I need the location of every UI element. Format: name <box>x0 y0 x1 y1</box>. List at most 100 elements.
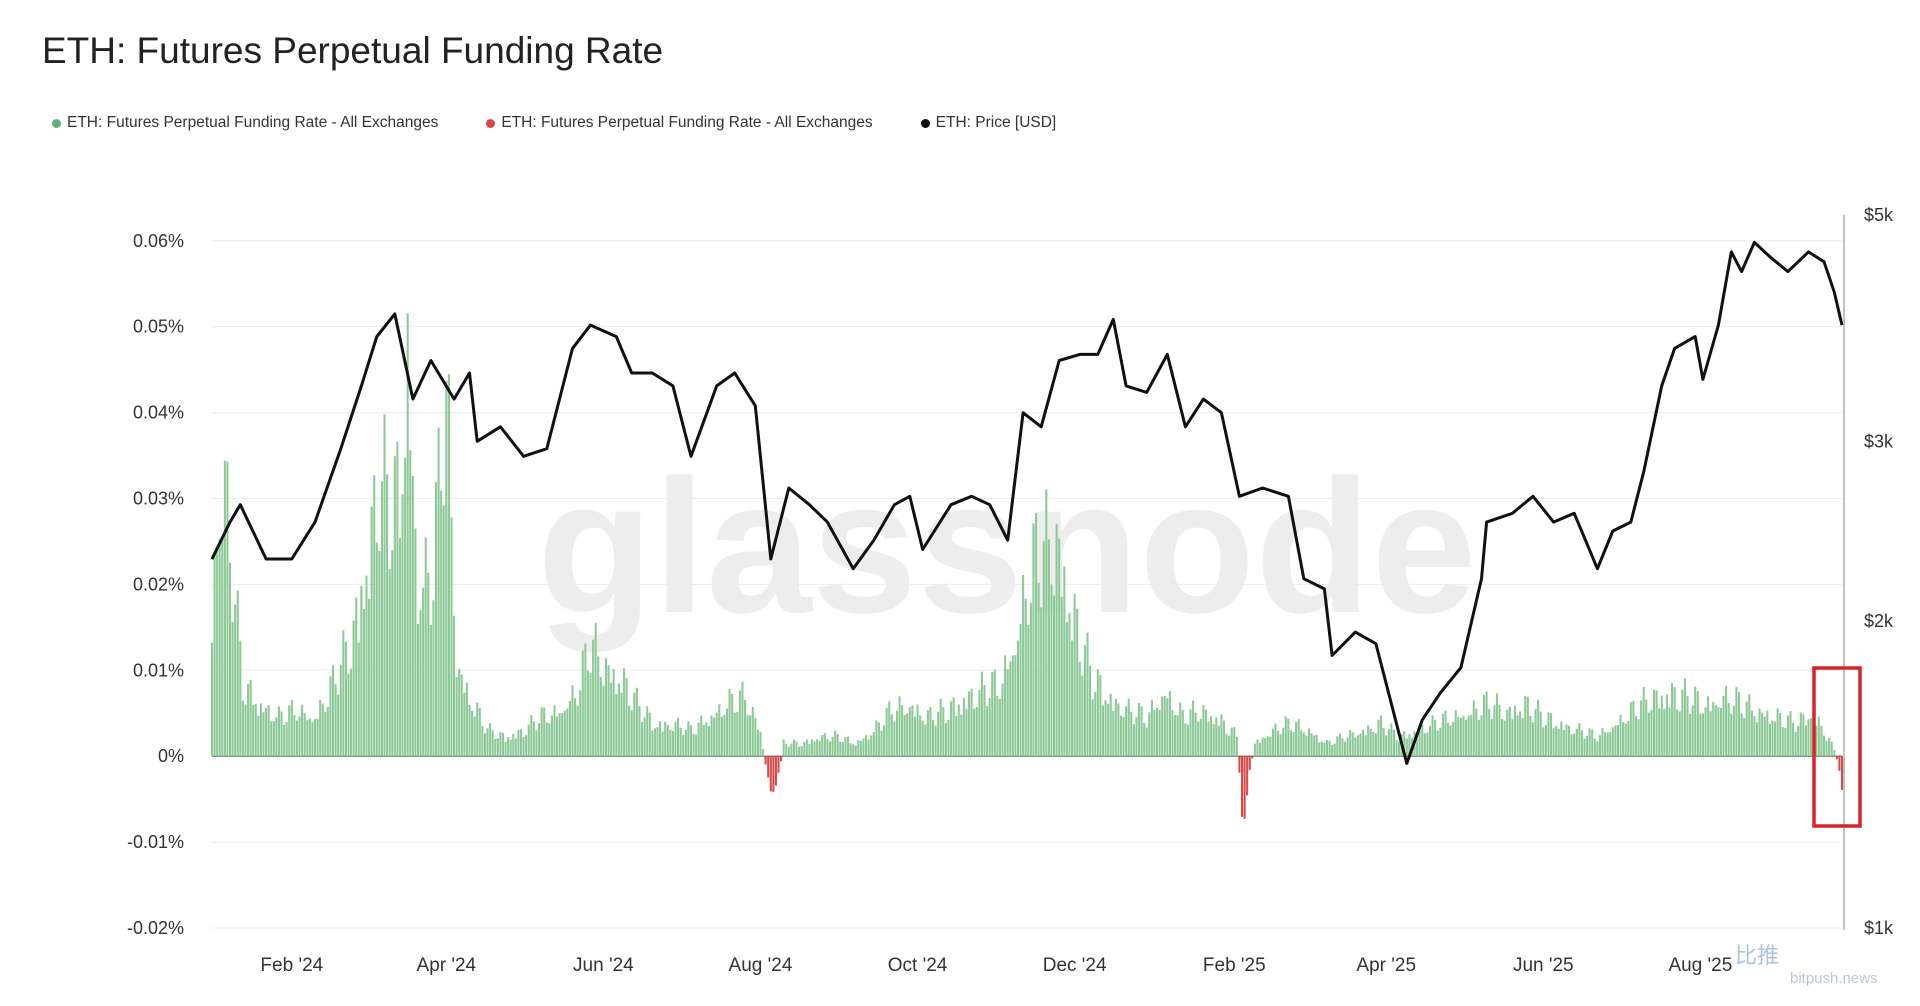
funding-bar-positive <box>283 724 286 757</box>
funding-bar-positive <box>543 707 546 757</box>
funding-bar-positive <box>1712 701 1715 757</box>
funding-bar-positive <box>1228 735 1231 757</box>
funding-bar-positive <box>1547 712 1550 757</box>
funding-bar-positive <box>1408 734 1411 757</box>
grid <box>212 240 1842 929</box>
funding-bar-positive <box>1372 732 1375 757</box>
funding-bar-positive <box>538 723 541 757</box>
x-tick-label: Jun '24 <box>573 955 634 976</box>
funding-bar-positive <box>911 705 914 757</box>
funding-bar-positive <box>725 708 729 757</box>
funding-bar-positive <box>1519 711 1522 757</box>
funding-bar-positive <box>1673 687 1676 757</box>
funding-bar-positive <box>1779 712 1782 757</box>
funding-bar-positive <box>1781 727 1784 757</box>
funding-bar-positive <box>877 722 880 757</box>
funding-bar-positive <box>988 698 991 757</box>
funding-bar-positive <box>1189 709 1192 757</box>
funding-bar-positive <box>527 724 530 757</box>
funding-bar-positive <box>983 684 986 757</box>
bitpush-watermark-site: bitpush.news <box>1790 970 1878 987</box>
funding-bar-positive <box>996 695 999 757</box>
funding-bar-positive <box>344 641 347 757</box>
funding-bar-positive <box>458 668 461 757</box>
legend-label-funding-positive: ETH: Futures Perpetual Funding Rate - Al… <box>67 114 439 131</box>
funding-bar-positive <box>1694 686 1697 757</box>
funding-bar-positive <box>1289 730 1292 757</box>
funding-bar-positive <box>306 720 309 757</box>
legend-item-price[interactable]: ETH: Price [USD] <box>920 114 1056 132</box>
funding-bar-positive <box>447 374 450 757</box>
funding-bar-positive <box>1555 725 1558 757</box>
funding-bar-positive <box>1802 714 1805 757</box>
funding-bar-positive <box>1199 718 1202 757</box>
funding-bar-positive <box>1297 719 1300 757</box>
x-tick-label: Dec '24 <box>1043 955 1107 976</box>
funding-bar-positive <box>939 698 942 757</box>
funding-bar-positive <box>331 665 335 757</box>
funding-bar-positive <box>648 712 651 757</box>
funding-bar-positive <box>586 670 589 757</box>
funding-bar-positive <box>398 538 402 757</box>
funding-bar-positive <box>1269 736 1272 757</box>
funding-bar-positive <box>1735 687 1738 757</box>
funding-bar-positive <box>440 490 443 757</box>
legend-item-funding-positive[interactable]: ETH: Futures Perpetual Funding Rate - Al… <box>52 114 438 132</box>
y-tick-label: 0.01% <box>133 660 184 680</box>
y2-tick-label: $5k <box>1864 205 1894 225</box>
funding-bar-positive <box>604 658 608 757</box>
funding-bar-positive <box>731 694 734 757</box>
funding-bar-positive <box>798 746 801 757</box>
funding-bar-negative <box>1835 756 1838 760</box>
funding-bar-positive <box>622 668 626 757</box>
funding-bar-positive <box>1588 728 1591 757</box>
funding-bar-positive <box>223 460 226 757</box>
funding-bar-positive <box>1483 694 1486 757</box>
funding-bar-positive <box>890 714 893 757</box>
funding-bar-positive <box>599 676 602 757</box>
funding-bar-positive <box>301 704 304 757</box>
funding-bar-positive <box>1336 736 1339 757</box>
x-tick-label: Feb '25 <box>1203 955 1266 976</box>
funding-bar-positive <box>1027 625 1030 757</box>
funding-bar-positive <box>473 716 476 757</box>
funding-bar-positive <box>751 706 754 757</box>
funding-bar-positive <box>1351 732 1354 757</box>
funding-bar-positive <box>1034 513 1038 757</box>
funding-bar-positive <box>666 724 669 757</box>
funding-bar-positive <box>1508 706 1511 757</box>
glassnode-watermark: glassnode <box>537 441 1477 653</box>
funding-bar-positive <box>1274 723 1277 757</box>
funding-bar-positive <box>1140 706 1143 757</box>
funding-bar-positive <box>1006 669 1009 757</box>
funding-bar-positive <box>1627 720 1630 757</box>
funding-bar-positive <box>1583 738 1586 757</box>
funding-bar-positive <box>288 705 291 757</box>
funding-bar-positive <box>1184 723 1187 757</box>
funding-bar-positive <box>1310 733 1313 757</box>
legend-item-funding-negative[interactable]: ETH: Futures Perpetual Funding Rate - Al… <box>486 114 873 132</box>
funding-bar-positive <box>906 713 909 757</box>
funding-bar-positive <box>826 739 829 757</box>
funding-bar-positive <box>610 682 613 757</box>
funding-bar-positive <box>1629 702 1632 757</box>
funding-bar-positive <box>1426 732 1429 757</box>
funding-bar-positive <box>931 719 935 757</box>
funding-bar-positive <box>661 731 664 757</box>
funding-bar-positive <box>1671 683 1674 757</box>
funding-bar-positive <box>980 671 983 757</box>
funding-bar-positive <box>1078 661 1081 757</box>
funding-bar-positive <box>501 732 505 757</box>
funding-bar-positive <box>391 550 394 757</box>
funding-bar-negative <box>1246 756 1249 796</box>
funding-bar-positive <box>259 703 262 757</box>
funding-bar-positive <box>1403 731 1406 757</box>
funding-bar-positive <box>641 722 644 757</box>
funding-bar-positive <box>759 731 762 757</box>
funding-bar-positive <box>756 729 759 757</box>
funding-bar-positive <box>689 725 692 757</box>
funding-bar-positive <box>311 721 314 757</box>
funding-bar-positive <box>684 729 687 757</box>
funding-bar-positive <box>378 551 381 757</box>
funding-bar-positive <box>1454 710 1457 757</box>
